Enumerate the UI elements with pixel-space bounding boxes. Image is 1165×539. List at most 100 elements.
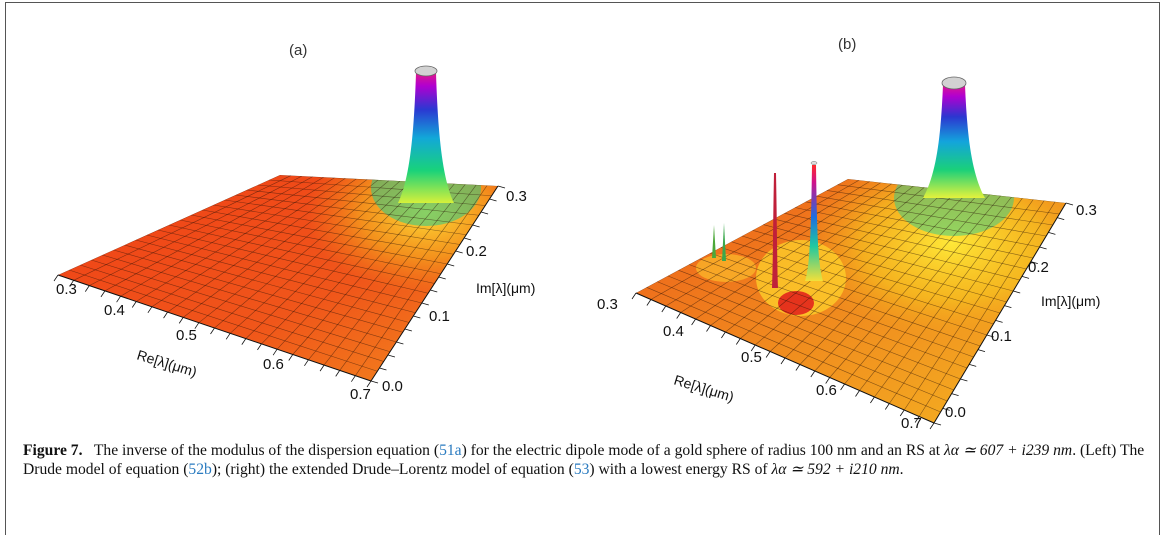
peak-spike-a	[398, 73, 454, 203]
tick-mark	[781, 358, 785, 364]
peak-cap-a	[415, 66, 437, 76]
tick-mark	[456, 251, 463, 253]
secondary-spike-3	[712, 225, 716, 258]
surface-plot-a: (a) 0.3 0.4 0.5 0.6 0.7 0.0 0.1 0.2 0.3 …	[6, 3, 546, 423]
tick-mark	[969, 364, 976, 366]
tick-mark	[481, 212, 488, 214]
tick-mark	[430, 290, 437, 292]
tick-mark	[289, 355, 293, 361]
tick-mark	[1066, 203, 1073, 205]
caption-math-2: λα ≃ 592 + i210 nm	[771, 461, 899, 478]
tick-mark	[304, 360, 308, 366]
im-tick-a-3: 0.3	[506, 188, 527, 205]
panel-label-a: (a)	[289, 42, 307, 59]
tick-mark	[211, 328, 215, 334]
figure-frame: (a) 0.3 0.4 0.5 0.6 0.7 0.0 0.1 0.2 0.3 …	[5, 2, 1160, 535]
tick-mark	[379, 368, 386, 370]
caption-text-1: The inverse of the modulus of the disper…	[94, 442, 439, 459]
peak-spike-b	[923, 85, 985, 198]
tick-mark	[405, 329, 412, 331]
tick-mark	[856, 391, 860, 397]
tick-mark	[164, 312, 168, 318]
tick-mark	[692, 319, 696, 325]
tick-mark	[85, 286, 89, 292]
im-axis-title-b: Im[λ](μm)	[1041, 293, 1100, 309]
im-tick-b-1: 0.1	[991, 328, 1012, 345]
tick-mark	[1040, 247, 1047, 249]
tick-mark	[952, 394, 959, 396]
panel-label-b: (b)	[838, 36, 856, 53]
caption-text-4: ); (right) the extended Drude–Lorentz mo…	[212, 461, 574, 478]
equation-ref-52b[interactable]: 52b	[188, 461, 211, 478]
tick-mark	[439, 277, 446, 279]
tick-mark	[934, 423, 941, 425]
tick-mark	[1048, 232, 1055, 234]
im-tick-b-2: 0.2	[1028, 259, 1049, 276]
tick-mark	[721, 332, 725, 338]
tick-mark	[677, 313, 681, 319]
caption-label: Figure 7.	[23, 442, 82, 459]
tick-mark	[960, 379, 967, 381]
tick-mark	[736, 339, 740, 345]
im-tick-a-1: 0.1	[429, 308, 450, 325]
panel-a: (a) 0.3 0.4 0.5 0.6 0.7 0.0 0.1 0.2 0.3 …	[6, 3, 546, 423]
caption-text-5: ) with a lowest energy RS of	[589, 461, 771, 478]
tick-mark	[1057, 218, 1064, 220]
tick-mark	[1022, 276, 1029, 278]
re-tick-b-1: 0.4	[663, 323, 684, 340]
re-tick-b-0: 0.3	[597, 296, 618, 313]
tick-mark	[1004, 306, 1011, 308]
tick-mark	[101, 291, 105, 297]
equation-ref-51a[interactable]: 51a	[439, 442, 462, 459]
peak-cap-b	[942, 77, 966, 89]
tick-mark	[179, 317, 183, 323]
tick-mark	[336, 370, 340, 376]
tick-mark	[388, 355, 395, 357]
equation-ref-53[interactable]: 53	[574, 461, 590, 478]
tick-mark	[632, 293, 636, 299]
tick-mark	[662, 306, 666, 312]
tick-mark	[796, 365, 800, 371]
re-tick-a-1: 0.4	[104, 302, 125, 319]
tick-mark	[996, 320, 1003, 322]
tick-mark	[447, 264, 454, 266]
tick-mark	[498, 186, 505, 188]
tick-mark	[226, 333, 230, 339]
tick-mark	[978, 350, 985, 352]
tick-mark	[464, 238, 471, 240]
tick-mark	[148, 307, 152, 313]
tick-mark	[885, 404, 889, 410]
im-tick-a-0: 0.0	[382, 378, 403, 395]
re-tick-a-4: 0.7	[350, 386, 371, 403]
tick-mark	[320, 365, 324, 371]
panel-b: (b) 0.3 0.4 0.5 0.6 0.7 0.0 0.1 0.2 0.3 …	[551, 3, 1165, 433]
surface-plot-b: (b) 0.3 0.4 0.5 0.6 0.7 0.0 0.1 0.2 0.3 …	[551, 3, 1165, 433]
tick-mark	[811, 371, 815, 377]
tick-mark	[273, 349, 277, 355]
re-tick-a-0: 0.3	[56, 281, 77, 298]
re-tick-b-3: 0.6	[816, 382, 837, 399]
re-tick-a-3: 0.6	[263, 356, 284, 373]
caption-text-2: ) for the electric dipole mode of a gold…	[462, 442, 944, 459]
secondary-spike-4	[722, 223, 726, 261]
im-axis-title-a: Im[λ](μm)	[476, 280, 535, 296]
tick-mark	[841, 384, 845, 390]
im-tick-b-3: 0.3	[1076, 202, 1097, 219]
re-tick-a-2: 0.5	[176, 327, 197, 344]
re-axis-title-b: Re[λ](μm)	[672, 372, 736, 405]
tick-mark	[647, 300, 651, 306]
re-tick-b-4: 0.7	[901, 415, 922, 432]
tick-mark	[371, 381, 378, 383]
caption-math-1: λα ≃ 607 + i239 nm	[944, 442, 1072, 459]
tick-mark	[257, 344, 261, 350]
im-tick-b-0: 0.0	[945, 404, 966, 421]
tick-mark	[413, 316, 420, 318]
tick-mark	[351, 376, 355, 382]
re-axis-title-a: Re[λ](μm)	[135, 347, 199, 380]
caption-text-6: .	[900, 461, 904, 478]
tick-mark	[1013, 291, 1020, 293]
tick-mark	[870, 397, 874, 403]
tick-mark	[242, 339, 246, 345]
tick-mark	[422, 303, 429, 305]
tick-mark	[490, 199, 497, 201]
